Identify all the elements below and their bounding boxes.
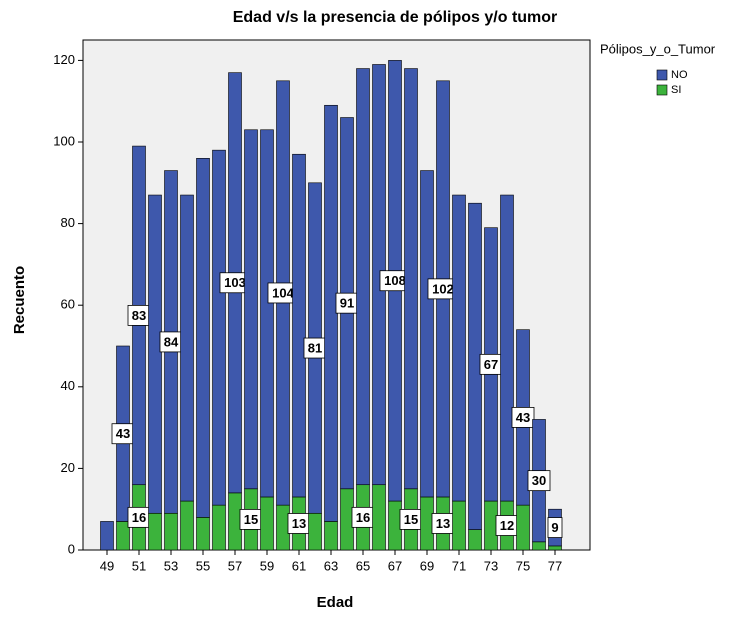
bar-segment [484, 500, 498, 551]
bar-segment [276, 504, 290, 551]
value-label-box [547, 517, 563, 538]
bar-segment [308, 512, 322, 551]
value-label: 43 [516, 410, 530, 425]
bar-segment [164, 512, 178, 551]
legend-title: Pólipos_y_o_Tumor [600, 41, 716, 56]
x-tick-label: 69 [420, 558, 434, 573]
x-tick-label: 59 [260, 558, 274, 573]
x-axis-label: Edad [317, 594, 354, 611]
bar-segment [116, 521, 130, 551]
bar-segment [516, 504, 530, 551]
bar-segment [468, 529, 482, 551]
value-label: 104 [272, 285, 294, 300]
bar-segment [180, 500, 194, 551]
value-label: 16 [132, 510, 146, 525]
value-label: 103 [224, 275, 246, 290]
legend-label: SI [671, 84, 681, 96]
x-tick-label: 75 [516, 558, 530, 573]
value-label: 12 [500, 518, 514, 533]
value-label: 16 [356, 510, 370, 525]
bar-segment [324, 521, 338, 551]
bar-segment [260, 496, 274, 551]
bar-segment [532, 541, 546, 551]
bar-segment [500, 194, 514, 502]
y-tick-label: 80 [61, 215, 75, 230]
x-tick-label: 63 [324, 558, 338, 573]
value-label: 15 [404, 512, 418, 527]
x-tick-label: 55 [196, 558, 210, 573]
x-tick-label: 61 [292, 558, 306, 573]
value-label: 67 [484, 357, 498, 372]
bar-segment [196, 517, 210, 551]
value-label: 9 [551, 520, 558, 535]
legend-label: NO [671, 69, 688, 81]
x-tick-label: 53 [164, 558, 178, 573]
x-tick-label: 51 [132, 558, 146, 573]
bar-segment [324, 104, 338, 522]
bar-segment [148, 194, 162, 514]
value-label: 15 [244, 512, 258, 527]
x-tick-label: 57 [228, 558, 242, 573]
bar-segment [452, 500, 466, 551]
bar-segment [292, 153, 306, 498]
bar-segment [260, 129, 274, 498]
value-label: 30 [532, 473, 546, 488]
value-label-box [511, 406, 535, 428]
bar-segment [420, 496, 434, 551]
bar-segment [148, 512, 162, 551]
bar-segment [452, 194, 466, 502]
bar-segment [340, 488, 354, 551]
value-label: 102 [432, 281, 454, 296]
x-tick-label: 77 [548, 558, 562, 573]
y-axis-label: Recuento [11, 266, 28, 334]
x-tick-label: 49 [100, 558, 114, 573]
bar-segment [100, 521, 114, 551]
x-tick-label: 67 [388, 558, 402, 573]
legend-swatch [656, 84, 668, 96]
chart-title: Edad v/s la presencia de pólipos y/o tum… [233, 9, 558, 26]
x-tick-label: 65 [356, 558, 370, 573]
value-label: 83 [132, 308, 146, 323]
y-tick-label: 100 [53, 133, 75, 148]
bar-segment [468, 202, 482, 530]
y-tick-label: 20 [61, 460, 75, 475]
value-label: 13 [436, 516, 450, 531]
value-label: 84 [164, 334, 179, 349]
value-label: 108 [384, 273, 406, 288]
bar-segment [244, 129, 258, 490]
value-label: 43 [116, 426, 130, 441]
y-tick-label: 0 [68, 541, 75, 556]
y-tick-label: 60 [61, 297, 75, 312]
bar-segment [372, 484, 386, 551]
bar-segment [228, 492, 242, 551]
bar-segment [420, 170, 434, 498]
y-tick-label: 120 [53, 52, 75, 67]
x-tick-label: 71 [452, 558, 466, 573]
bar-segment [196, 158, 210, 518]
value-label: 13 [292, 516, 306, 531]
value-label: 91 [340, 296, 354, 311]
value-label-box [527, 470, 551, 492]
bar-segment [356, 68, 370, 486]
x-tick-label: 73 [484, 558, 498, 573]
y-tick-label: 40 [61, 378, 75, 393]
bar-segment [388, 500, 402, 551]
bar-segment [212, 504, 226, 551]
bar-segment [404, 68, 418, 490]
bar-segment [180, 194, 194, 502]
legend-swatch [656, 69, 668, 81]
bar-segment [212, 149, 226, 506]
value-label: 81 [308, 340, 322, 355]
bar-segment [548, 545, 562, 551]
